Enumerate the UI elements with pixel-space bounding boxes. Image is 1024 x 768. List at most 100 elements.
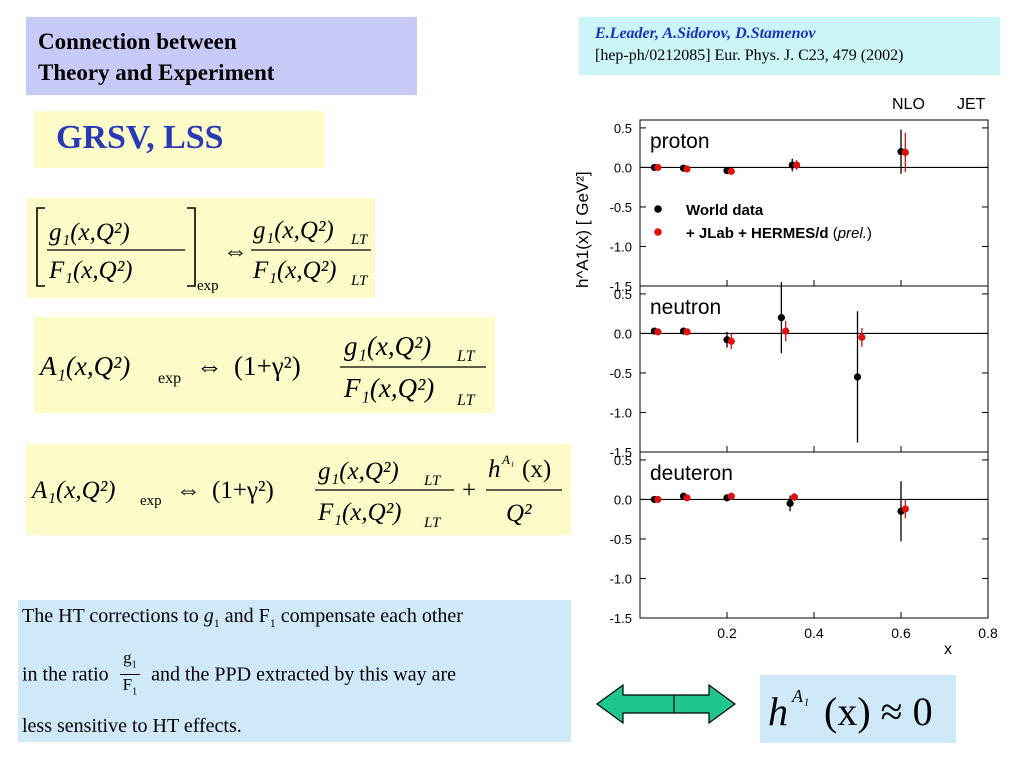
- ht-note-ratio-lead: in the ratio: [22, 663, 109, 686]
- eq1-denominator-right-sub: LT: [350, 273, 369, 289]
- jlab-point-proton: [901, 148, 909, 157]
- eq3-ht-numerator-arg: (x): [522, 456, 551, 483]
- ht-note-part2: compensate each other: [280, 605, 463, 627]
- chart-x-axis-label: x: [944, 641, 952, 658]
- equation-a1-box: A₁(x,Q²) exp ⇔ (1+γ²) g₁(x,Q²) LT F₁(x,Q…: [34, 317, 495, 413]
- y-tick-label-proton: 0.5: [614, 121, 632, 136]
- world-point-deuteron: [786, 499, 794, 507]
- jlab-point-deuteron: [654, 495, 662, 504]
- y-tick-label-deuteron: -1.5: [610, 611, 632, 626]
- panel-label-neutron: neutron: [650, 296, 721, 319]
- y-tick-label-deuteron: -1.0: [610, 571, 632, 586]
- equation-a1-ht-box: A₁(x,Q²) exp ⇔ (1+γ²) g₁(x,Q²) LT F₁(x,Q…: [26, 444, 571, 535]
- legend-label-jlab: + JLab + HERMES/d (prel.): [686, 225, 872, 242]
- jlab-point-deuteron: [727, 492, 735, 500]
- eq1-numerator-right: g₁(x,Q²): [253, 217, 334, 244]
- eq3-numerator: g₁(x,Q²): [318, 458, 399, 485]
- eq2-denominator: F₁(x,Q²): [343, 373, 434, 403]
- result-equation: h A₁ (x) ≈ 0: [768, 686, 933, 734]
- jlab-point-neutron: [683, 328, 691, 336]
- eq3-denominator: F₁(x,Q²): [317, 499, 402, 526]
- eq1-denominator-left: F₁(x,Q²): [48, 257, 133, 284]
- y-tick-label-neutron: 0.5: [614, 287, 632, 302]
- ht-note-ratio: g1 F1: [119, 648, 141, 702]
- legend-label-world: World data: [686, 202, 764, 219]
- eq3-numerator-sub: LT: [423, 473, 442, 489]
- result-sup: A₁: [791, 686, 809, 706]
- reference-authors: E.Leader, A.Sidorov, D.Stamenov: [595, 25, 816, 42]
- equation-ratio-box: g₁(x,Q²) F₁(x,Q²) exp ⇔ g₁(x,Q²) LT F₁(x…: [27, 198, 375, 298]
- eq3-factor: (1+γ²): [212, 477, 274, 504]
- y-tick-label-neutron: -1.5: [610, 445, 632, 460]
- slide-title-line2: Theory and Experiment: [38, 60, 275, 85]
- ht-note-ratio-den-sub: 1: [132, 686, 138, 698]
- result-box: h A₁ (x) ≈ 0: [760, 675, 956, 743]
- x-tick-label: 0.4: [804, 625, 824, 641]
- ht-note-g: g: [203, 605, 214, 627]
- ht-note-line2: in the ratio g1 F1 and the PPD extracted…: [22, 648, 456, 702]
- y-tick-label-neutron: -1.0: [610, 405, 632, 420]
- chart-plot-area: 0.5 0.0 -0.5 -1.0 -1.5 proton 0.5 0.0 -0.5 -1.0 -1…: [610, 119, 998, 641]
- eq3-ht-denominator: Q²: [506, 500, 532, 527]
- ht-note-part1: The HT corrections to: [22, 605, 199, 627]
- jlab-point-proton: [793, 161, 801, 169]
- jlab-point-neutron: [858, 333, 866, 341]
- eq1-denominator-right: F₁(x,Q²): [252, 257, 337, 284]
- eq3-denominator-sub: LT: [423, 515, 442, 531]
- x-tick-label: 0.2: [717, 625, 737, 641]
- models-label: GRSV, LSS: [34, 111, 324, 168]
- slide-title: Connection between Theory and Experiment: [26, 17, 417, 95]
- legend-marker-jlab: [654, 228, 662, 236]
- y-tick-label-deuteron: 0.5: [614, 453, 632, 468]
- y-tick-label-neutron: 0.0: [614, 326, 632, 341]
- ht-note-box: The HT corrections to g1 and F1 compensa…: [18, 600, 571, 742]
- eq2-lhs: A₁(x,Q²): [38, 351, 130, 381]
- ht-note-and-f: and F: [224, 605, 270, 627]
- eq2-denominator-sub: LT: [456, 392, 476, 409]
- ht-note-f-sub: 1: [269, 616, 276, 630]
- jlab-point-proton: [683, 165, 691, 173]
- result-rest: (x) ≈ 0: [824, 689, 933, 734]
- equation-ratio: g₁(x,Q²) F₁(x,Q²) exp ⇔ g₁(x,Q²) LT F₁(x…: [36, 207, 371, 294]
- eq3-lhs-sub: exp: [140, 493, 162, 509]
- y-tick-label-proton: 0.0: [614, 160, 632, 175]
- ht-note-line1: The HT corrections to g1 and F1 compensa…: [22, 605, 463, 631]
- ht-chart: NLO JET 0.5 0.0 -0.5 -1.0 -1.5 proton 0.5 0.0 -0…: [573, 96, 998, 658]
- eq1-numerator-right-sub: LT: [350, 232, 369, 248]
- jlab-point-neutron: [782, 327, 790, 335]
- jlab-point-neutron: [727, 337, 735, 345]
- y-tick-label-proton: -0.5: [610, 200, 632, 215]
- jlab-point-proton: [727, 167, 735, 175]
- panel-label-deuteron: deuteron: [650, 462, 733, 485]
- chart-y-axis-label: h^A1(x) [ GeV²]: [573, 171, 592, 288]
- reference-citation: [hep-ph/0212085] Eur. Phys. J. C23, 479 …: [595, 47, 904, 64]
- chart-top-label-jet: JET: [957, 96, 986, 113]
- jlab-point-deuteron: [683, 494, 691, 502]
- world-point-neutron: [777, 314, 785, 322]
- result-h: h: [768, 689, 788, 734]
- legend-label-jlab-prel: prel.: [837, 225, 867, 242]
- y-tick-label-proton: -1.0: [610, 239, 632, 254]
- eq2-arrow: ⇔: [196, 351, 223, 381]
- jlab-point-deuteron: [901, 505, 909, 513]
- ht-note-ratio-num-sub: 1: [131, 659, 137, 671]
- eq2-lhs-sub: exp: [158, 370, 181, 387]
- eq2-factor: (1+γ²): [234, 351, 301, 381]
- jlab-point-deuteron: [790, 493, 799, 501]
- x-tick-label: 0.8: [978, 625, 998, 641]
- ht-note-ratio-den: F: [122, 675, 133, 695]
- equation-a1-ht: A₁(x,Q²) exp ⇔ (1+γ²) g₁(x,Q²) LT F₁(x,Q…: [30, 452, 562, 531]
- eq2-numerator: g₁(x,Q²): [344, 331, 431, 361]
- y-tick-label-deuteron: -0.5: [610, 532, 632, 547]
- ht-note-line3: less sensitive to HT effects.: [22, 715, 242, 737]
- equation-a1: A₁(x,Q²) exp ⇔ (1+γ²) g₁(x,Q²) LT F₁(x,Q…: [38, 331, 486, 409]
- eq3-ht-numerator-sup: A₁: [501, 452, 514, 467]
- legend-marker-world: [654, 205, 662, 213]
- chart-legend: World data + JLab + HERMES/d (prel.): [654, 202, 872, 242]
- ht-note-g-sub: 1: [213, 616, 220, 630]
- ht-note-ratio-num: g: [123, 648, 132, 667]
- ht-note-ratio-tail: and the PPD extracted by this way are: [151, 663, 457, 686]
- world-point-neutron: [853, 373, 862, 381]
- eq1-numerator-left: g₁(x,Q²): [49, 219, 130, 246]
- reference-box: E.Leader, A.Sidorov, D.Stamenov [hep-ph/…: [579, 17, 1000, 75]
